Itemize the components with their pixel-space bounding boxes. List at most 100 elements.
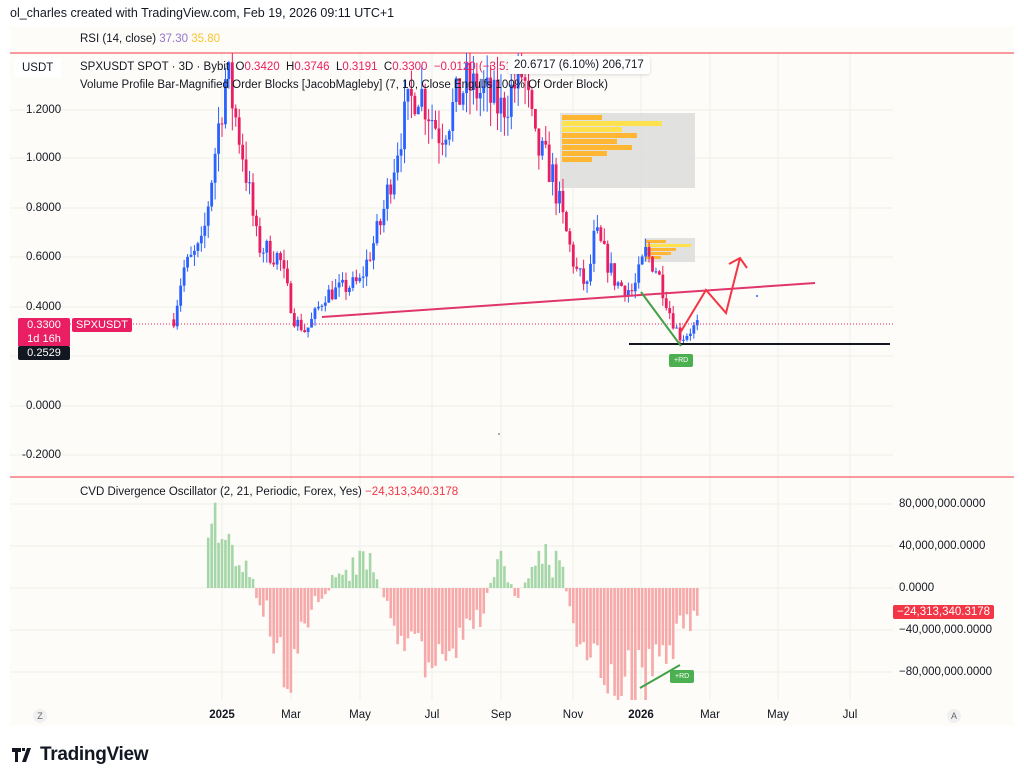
candle-body <box>423 88 427 120</box>
tradingview-logo: TradingView <box>12 744 149 766</box>
cvd-bar <box>258 588 262 606</box>
cvd-bar <box>306 588 310 628</box>
candle-body <box>640 256 644 265</box>
candle-body <box>492 79 496 103</box>
cvd-bar <box>386 588 389 601</box>
candle-body <box>282 260 286 269</box>
candle-body <box>323 302 327 306</box>
cvd-legend[interactable]: CVD Divergence Oscillator (2, 21, Period… <box>80 486 458 498</box>
volume-profile-bar <box>646 240 666 243</box>
cvd-bar <box>255 588 258 599</box>
candle-body <box>172 319 176 327</box>
candle-body <box>193 250 196 255</box>
candle-body <box>258 226 262 253</box>
cvd-bar <box>461 588 465 640</box>
cvd-bar <box>472 588 475 629</box>
cvd-bar <box>575 588 579 647</box>
cvd-bar <box>523 582 527 588</box>
close-label: C <box>383 61 393 73</box>
cvd-bar <box>206 537 210 588</box>
cvd-bar <box>244 560 248 588</box>
candle-body <box>217 123 220 154</box>
cvd-bar <box>248 576 251 588</box>
low-label: L <box>335 61 343 73</box>
time-tick: 2025 <box>209 709 235 721</box>
auto-scale-button[interactable]: A <box>947 709 961 723</box>
cvd-bar <box>286 588 289 689</box>
cvd-bar <box>630 588 634 700</box>
cvd-bar <box>423 588 427 678</box>
cvd-bar <box>578 588 582 645</box>
cvd-bar <box>540 563 544 588</box>
dot-marker <box>498 433 500 435</box>
candle-body <box>451 102 455 132</box>
rsi-legend[interactable]: RSI (14, close) 37.30 35.80 <box>80 33 220 45</box>
candle-body <box>416 106 420 115</box>
candle-body <box>189 254 193 257</box>
cvd-bar <box>275 588 279 643</box>
candle-body <box>306 327 310 333</box>
candle-body <box>179 285 183 306</box>
time-tick: Mar <box>281 709 301 721</box>
candle-body <box>664 298 668 309</box>
cvd-bar <box>234 566 238 588</box>
candle-body <box>547 144 551 182</box>
cvd-bar <box>644 588 647 700</box>
cvd-bar <box>654 588 658 645</box>
volume-profile-bar <box>562 157 592 162</box>
cvd-bar <box>640 588 644 668</box>
cvd-bar <box>695 588 699 616</box>
rsi-label: RSI (14, close) <box>80 33 157 45</box>
candle-body <box>695 320 699 326</box>
order-blocks-legend[interactable]: Volume Profile Bar-Magnified Order Block… <box>80 79 608 91</box>
candle-body <box>692 325 696 334</box>
symbol-price-tag: SPXUSDT <box>72 318 132 332</box>
candle-body <box>537 128 541 156</box>
currency-label[interactable]: USDT <box>14 58 62 78</box>
candle-body <box>213 153 217 183</box>
symbol-legend[interactable]: SPXUSDT SPOT · 3D · Bybit O0.3420 H0.374… <box>80 61 526 73</box>
candle-body <box>434 120 437 129</box>
cvd-bar <box>375 579 379 588</box>
candle-body <box>268 240 272 263</box>
candle-body <box>671 313 675 329</box>
rd-signal-label: +RD <box>669 354 694 367</box>
cvd-bar <box>417 588 420 633</box>
time-tick: Nov <box>562 709 584 721</box>
zoom-reset-button[interactable]: Z <box>33 709 47 723</box>
cvd-bar <box>293 588 296 650</box>
candle-body <box>675 327 679 329</box>
cvd-bar <box>448 588 451 652</box>
cvd-bar <box>668 588 672 646</box>
candle-body <box>299 319 303 331</box>
symbol-title: SPXUSDT SPOT · 3D · Bybit <box>80 61 230 73</box>
candle-body <box>351 277 355 288</box>
time-tick: Jul <box>424 709 440 721</box>
cvd-bar <box>330 575 334 588</box>
cvd-bar <box>485 588 489 593</box>
candle-body <box>413 95 417 115</box>
cvd-bar <box>589 588 592 658</box>
high-value: 0.3746 <box>294 61 330 73</box>
candle-body <box>279 253 282 261</box>
cvd-bar <box>565 588 568 592</box>
volume-profile-bar <box>562 145 632 150</box>
candle-body <box>568 231 572 245</box>
price-tick: 1.2000 <box>26 104 62 116</box>
volume-profile-bar <box>646 244 691 247</box>
candle-body <box>599 227 603 241</box>
candle-body <box>255 215 258 227</box>
cvd-bar <box>692 588 696 611</box>
candle-body <box>341 279 344 283</box>
candle-body <box>196 243 200 251</box>
cvd-bar <box>348 580 351 588</box>
cvd-bar <box>492 577 496 588</box>
cvd-bar <box>454 588 458 658</box>
low-value: 0.3191 <box>342 61 378 73</box>
cvd-bar <box>506 582 510 588</box>
candle-body <box>275 253 279 265</box>
cvd-bar <box>410 588 413 632</box>
cvd-bar <box>647 588 651 649</box>
candle-body <box>616 282 620 286</box>
